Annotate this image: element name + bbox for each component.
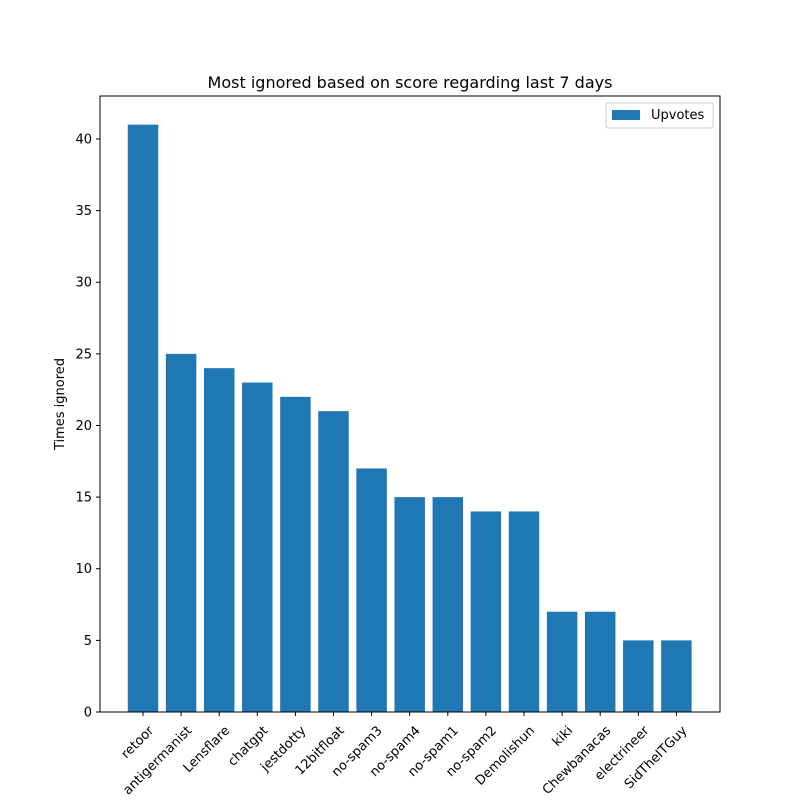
bar-Lensflare: [203, 368, 235, 712]
bar-Chewbanacas: [584, 611, 616, 712]
bar-chatgpt: [242, 382, 273, 712]
legend-label: Upvotes: [651, 108, 705, 123]
bar-12bitfloat: [318, 411, 349, 712]
legend-swatch: [612, 110, 640, 120]
y-tick-label: 40: [75, 132, 92, 147]
bar-kiki: [546, 611, 578, 712]
bar-no-spam4: [394, 497, 425, 712]
y-tick-label: 20: [75, 419, 92, 434]
y-tick-label: 0: [84, 706, 92, 721]
bar-electrineer: [623, 640, 654, 712]
bar-Demolishun: [508, 511, 540, 712]
bar-retoor: [127, 124, 159, 712]
legend: Upvotes: [605, 102, 714, 129]
y-tick-label: 10: [75, 562, 92, 577]
legend-box: [605, 102, 714, 129]
bar-no-spam2: [470, 511, 502, 712]
bar-SidTheITGuy: [661, 640, 692, 712]
chart-title: Most ignored based on score regarding la…: [208, 73, 613, 92]
y-axis-label: Times ignored: [53, 358, 68, 451]
bar-antigermanist: [165, 353, 197, 712]
bar-no-spam1: [432, 497, 464, 712]
plot-frame: [99, 95, 721, 713]
y-axis: 0 5 10 15 20 25 30 35 40: [75, 132, 100, 721]
y-tick-label: 35: [75, 204, 92, 219]
y-tick-label: 30: [75, 276, 92, 291]
y-tick-label: 15: [75, 491, 92, 506]
bar-no-spam3: [356, 468, 387, 712]
bars-layer: [127, 124, 692, 712]
y-tick-label: 25: [75, 347, 92, 362]
bar-jestdotty: [280, 396, 311, 712]
y-tick-label: 5: [84, 634, 92, 649]
